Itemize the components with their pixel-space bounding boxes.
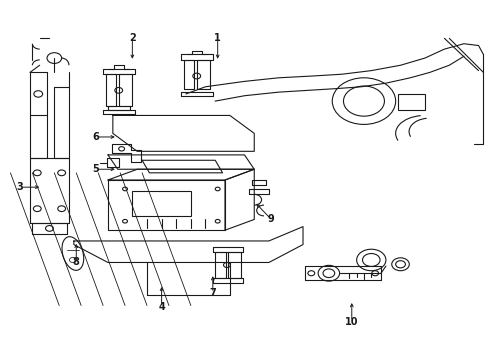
Text: 9: 9 [267,215,274,224]
Bar [397,94,424,110]
Text: 2: 2 [129,33,136,43]
Text: 1: 1 [214,33,221,43]
Text: 10: 10 [345,317,358,327]
Text: 7: 7 [209,288,216,298]
Text: 8: 8 [73,257,80,267]
Text: 4: 4 [158,302,164,312]
Text: 3: 3 [17,182,23,192]
Bar [132,191,190,216]
Text: 5: 5 [92,164,99,174]
Text: 6: 6 [92,132,99,142]
